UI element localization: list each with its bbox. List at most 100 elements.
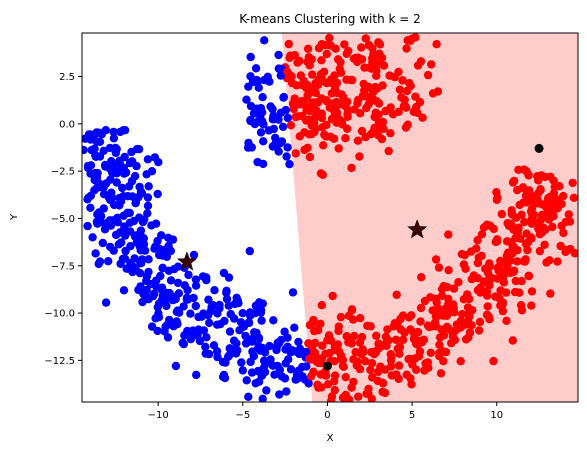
point-cluster-0 <box>119 286 129 295</box>
point-cluster-1 <box>412 365 421 374</box>
point-cluster-0 <box>104 257 113 266</box>
point-cluster-1 <box>336 351 346 360</box>
point-cluster-1 <box>420 366 429 375</box>
point-cluster-1 <box>434 263 444 272</box>
point-cluster-0 <box>120 254 130 263</box>
point-cluster-0 <box>162 294 171 304</box>
point-cluster-1 <box>493 274 503 283</box>
point-cluster-1 <box>555 182 564 191</box>
point-cluster-1 <box>479 277 489 286</box>
point-cluster-1 <box>395 85 405 94</box>
point-cluster-1 <box>377 134 387 144</box>
point-cluster-1 <box>458 310 467 319</box>
point-cluster-0 <box>259 356 269 365</box>
point-cluster-1 <box>401 102 410 111</box>
point-cluster-0 <box>259 137 268 146</box>
point-cluster-0 <box>251 64 261 73</box>
point-cluster-1 <box>496 286 505 295</box>
point-cluster-0 <box>158 264 167 273</box>
point-cluster-0 <box>154 309 163 318</box>
point-cluster-1 <box>456 357 465 366</box>
point-cluster-0 <box>144 295 153 304</box>
point-cluster-0 <box>131 197 141 207</box>
point-cluster-1 <box>341 134 350 143</box>
point-cluster-0 <box>288 288 298 297</box>
point-cluster-1 <box>444 266 453 275</box>
point-cluster-0 <box>183 285 192 295</box>
point-cluster-1 <box>355 152 364 161</box>
point-cluster-1 <box>295 132 304 141</box>
point-cluster-1 <box>392 290 401 299</box>
point-cluster-1 <box>295 100 305 109</box>
point-cluster-0 <box>160 327 169 336</box>
x-tick-label: −5 <box>235 410 250 421</box>
point-cluster-1 <box>405 79 414 88</box>
point-cluster-1 <box>484 312 493 321</box>
point-cluster-1 <box>508 242 517 251</box>
point-cluster-1 <box>526 207 536 216</box>
point-cluster-0 <box>242 376 251 385</box>
point-cluster-0 <box>276 71 285 80</box>
point-cluster-0 <box>258 159 268 169</box>
point-cluster-1 <box>378 387 387 397</box>
point-cluster-1 <box>316 319 325 328</box>
point-cluster-0 <box>274 50 283 60</box>
point-cluster-1 <box>361 357 370 366</box>
point-cluster-1 <box>454 324 463 333</box>
point-cluster-1 <box>287 78 297 88</box>
point-cluster-1 <box>336 312 346 322</box>
point-cluster-1 <box>454 278 463 287</box>
point-cluster-0 <box>248 77 258 87</box>
point-cluster-0 <box>127 147 136 157</box>
x-axis-ticks: −10 −5 0 5 10 <box>148 402 503 421</box>
point-cluster-0 <box>282 152 291 161</box>
point-cluster-0 <box>284 355 293 364</box>
point-cluster-0 <box>253 104 262 113</box>
point-cluster-1 <box>343 124 352 133</box>
data-points <box>82 33 578 402</box>
point-cluster-0 <box>107 168 117 177</box>
point-cluster-0 <box>294 337 303 347</box>
point-cluster-1 <box>381 332 391 341</box>
point-cluster-1 <box>330 342 340 351</box>
plot-frame <box>81 32 579 403</box>
point-cluster-1 <box>570 249 578 258</box>
point-cluster-1 <box>359 348 368 357</box>
point-cluster-1 <box>305 152 315 162</box>
point-cluster-1 <box>411 92 420 101</box>
point-cluster-0 <box>276 108 286 118</box>
point-cluster-1 <box>334 322 343 331</box>
point-cluster-0 <box>280 327 289 336</box>
point-cluster-1 <box>404 354 413 364</box>
point-cluster-0 <box>279 93 288 102</box>
point-cluster-0 <box>132 161 141 171</box>
point-cluster-0 <box>207 302 216 312</box>
point-cluster-1 <box>565 217 575 226</box>
point-cluster-1 <box>474 253 483 262</box>
point-cluster-0 <box>290 323 299 332</box>
point-cluster-1 <box>520 217 529 227</box>
point-cluster-0 <box>250 308 260 318</box>
point-cluster-0 <box>184 270 193 280</box>
point-cluster-0 <box>233 346 242 355</box>
point-cluster-1 <box>317 40 327 49</box>
point-cluster-1 <box>344 46 353 56</box>
point-cluster-1 <box>346 75 355 85</box>
point-cluster-0 <box>142 276 151 285</box>
point-cluster-0 <box>238 309 247 318</box>
point-cluster-1 <box>481 264 490 273</box>
point-cluster-0 <box>171 361 181 371</box>
point-cluster-1 <box>328 291 337 301</box>
point-cluster-1 <box>503 219 512 228</box>
point-cluster-1 <box>289 99 298 108</box>
point-cluster-0 <box>268 115 277 124</box>
point-cluster-1 <box>513 257 522 266</box>
point-cluster-1 <box>402 86 412 96</box>
point-cluster-0 <box>254 83 263 92</box>
point-cluster-1 <box>526 233 536 242</box>
point-cluster-0 <box>236 318 246 327</box>
point-cluster-0 <box>186 309 195 318</box>
point-cluster-1 <box>411 33 420 42</box>
point-cluster-0 <box>83 163 93 173</box>
point-cluster-1 <box>467 321 476 330</box>
